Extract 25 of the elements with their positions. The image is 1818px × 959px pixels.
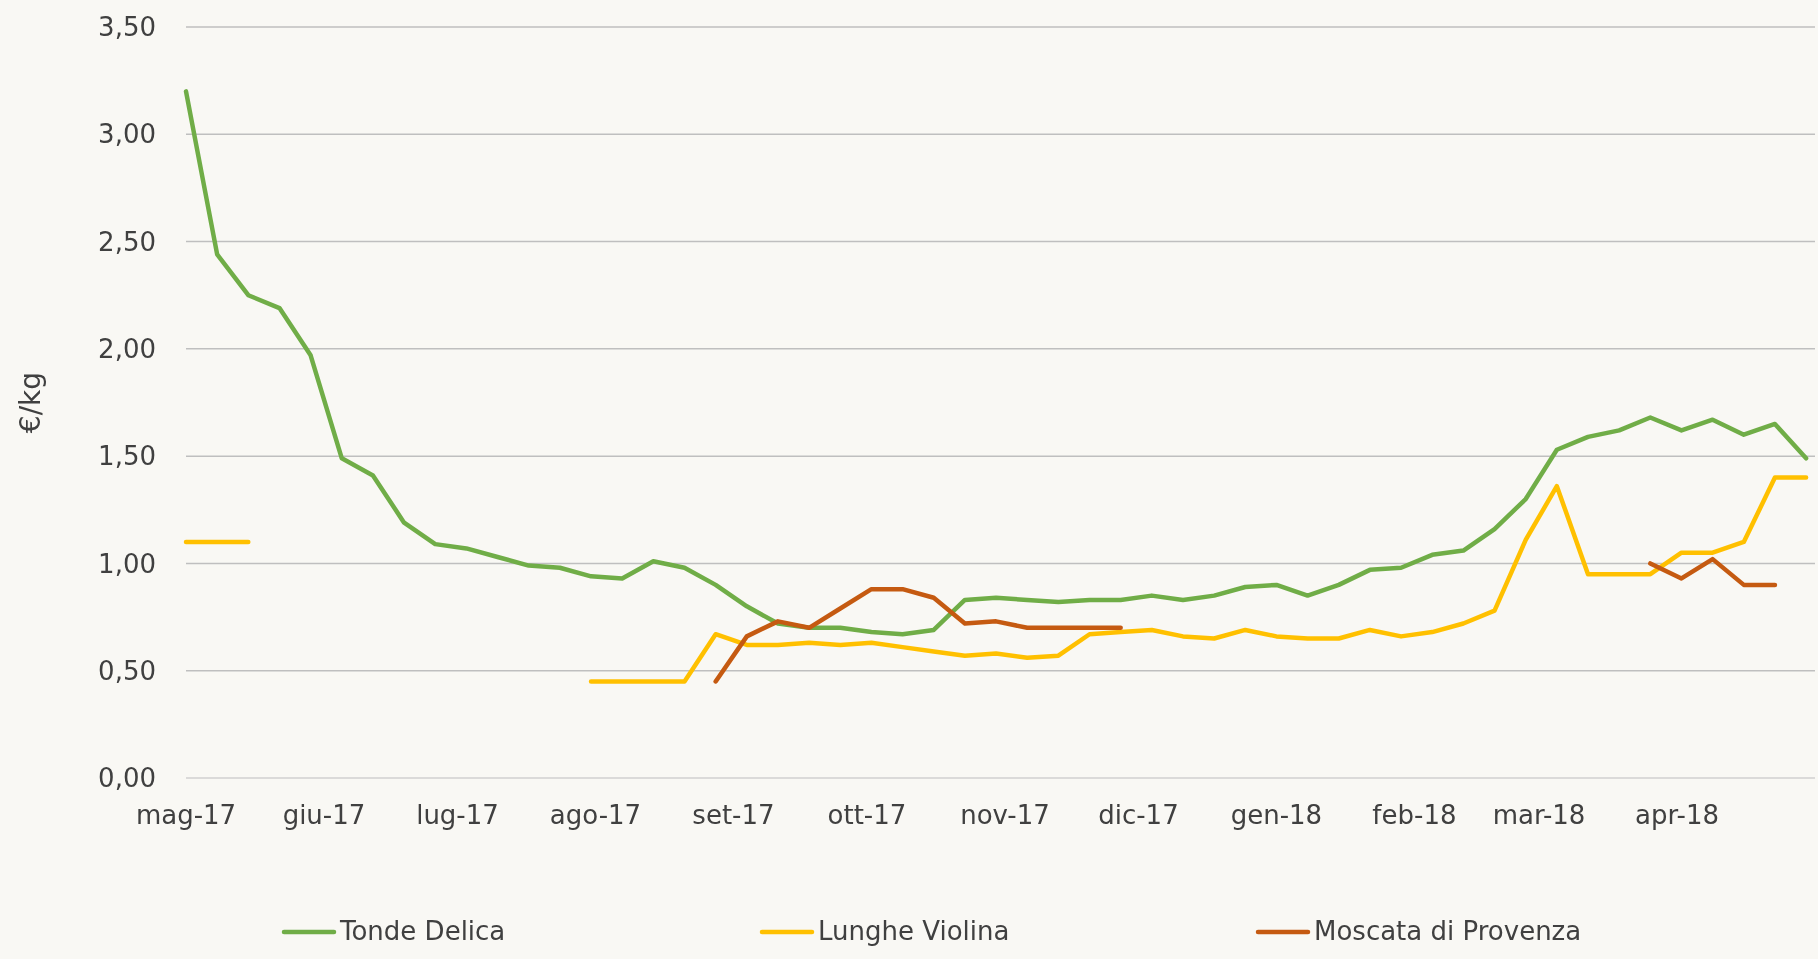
- x-tick-label: feb-18: [1372, 800, 1457, 830]
- y-tick-label: 3,00: [98, 119, 156, 150]
- x-tick-label: nov-17: [960, 800, 1050, 830]
- x-tick-label: gen-18: [1230, 800, 1323, 830]
- y-tick-label: 1,50: [98, 441, 156, 472]
- y-axis-title: €/kg: [14, 371, 47, 434]
- line-series: [183, 89, 1809, 637]
- y-tick-label: 2,50: [98, 226, 156, 257]
- x-tick-label: set-17: [692, 800, 775, 830]
- x-tick-label: mag-17: [135, 800, 237, 830]
- legend-label: Tonde Delica: [339, 916, 506, 946]
- y-tick-label: 0,00: [98, 763, 156, 794]
- legend-label: Moscata di Provenza: [1314, 916, 1582, 946]
- x-tick-label: apr-18: [1635, 800, 1719, 830]
- x-tick-label: dic-17: [1098, 800, 1179, 830]
- y-tick-label: 3,50: [98, 12, 156, 43]
- x-tick-label: ott-17: [827, 800, 907, 830]
- x-tick-label: mar-18: [1492, 800, 1586, 830]
- legend-label: Lunghe Violina: [818, 916, 1010, 946]
- y-tick-label: 2,00: [98, 333, 156, 364]
- x-tick-label: lug-17: [416, 800, 499, 830]
- x-tick-label: giu-17: [282, 800, 366, 830]
- x-tick-label: ago-17: [549, 800, 642, 830]
- y-tick-label: 0,50: [98, 655, 156, 686]
- y-tick-label: 1,00: [98, 548, 156, 579]
